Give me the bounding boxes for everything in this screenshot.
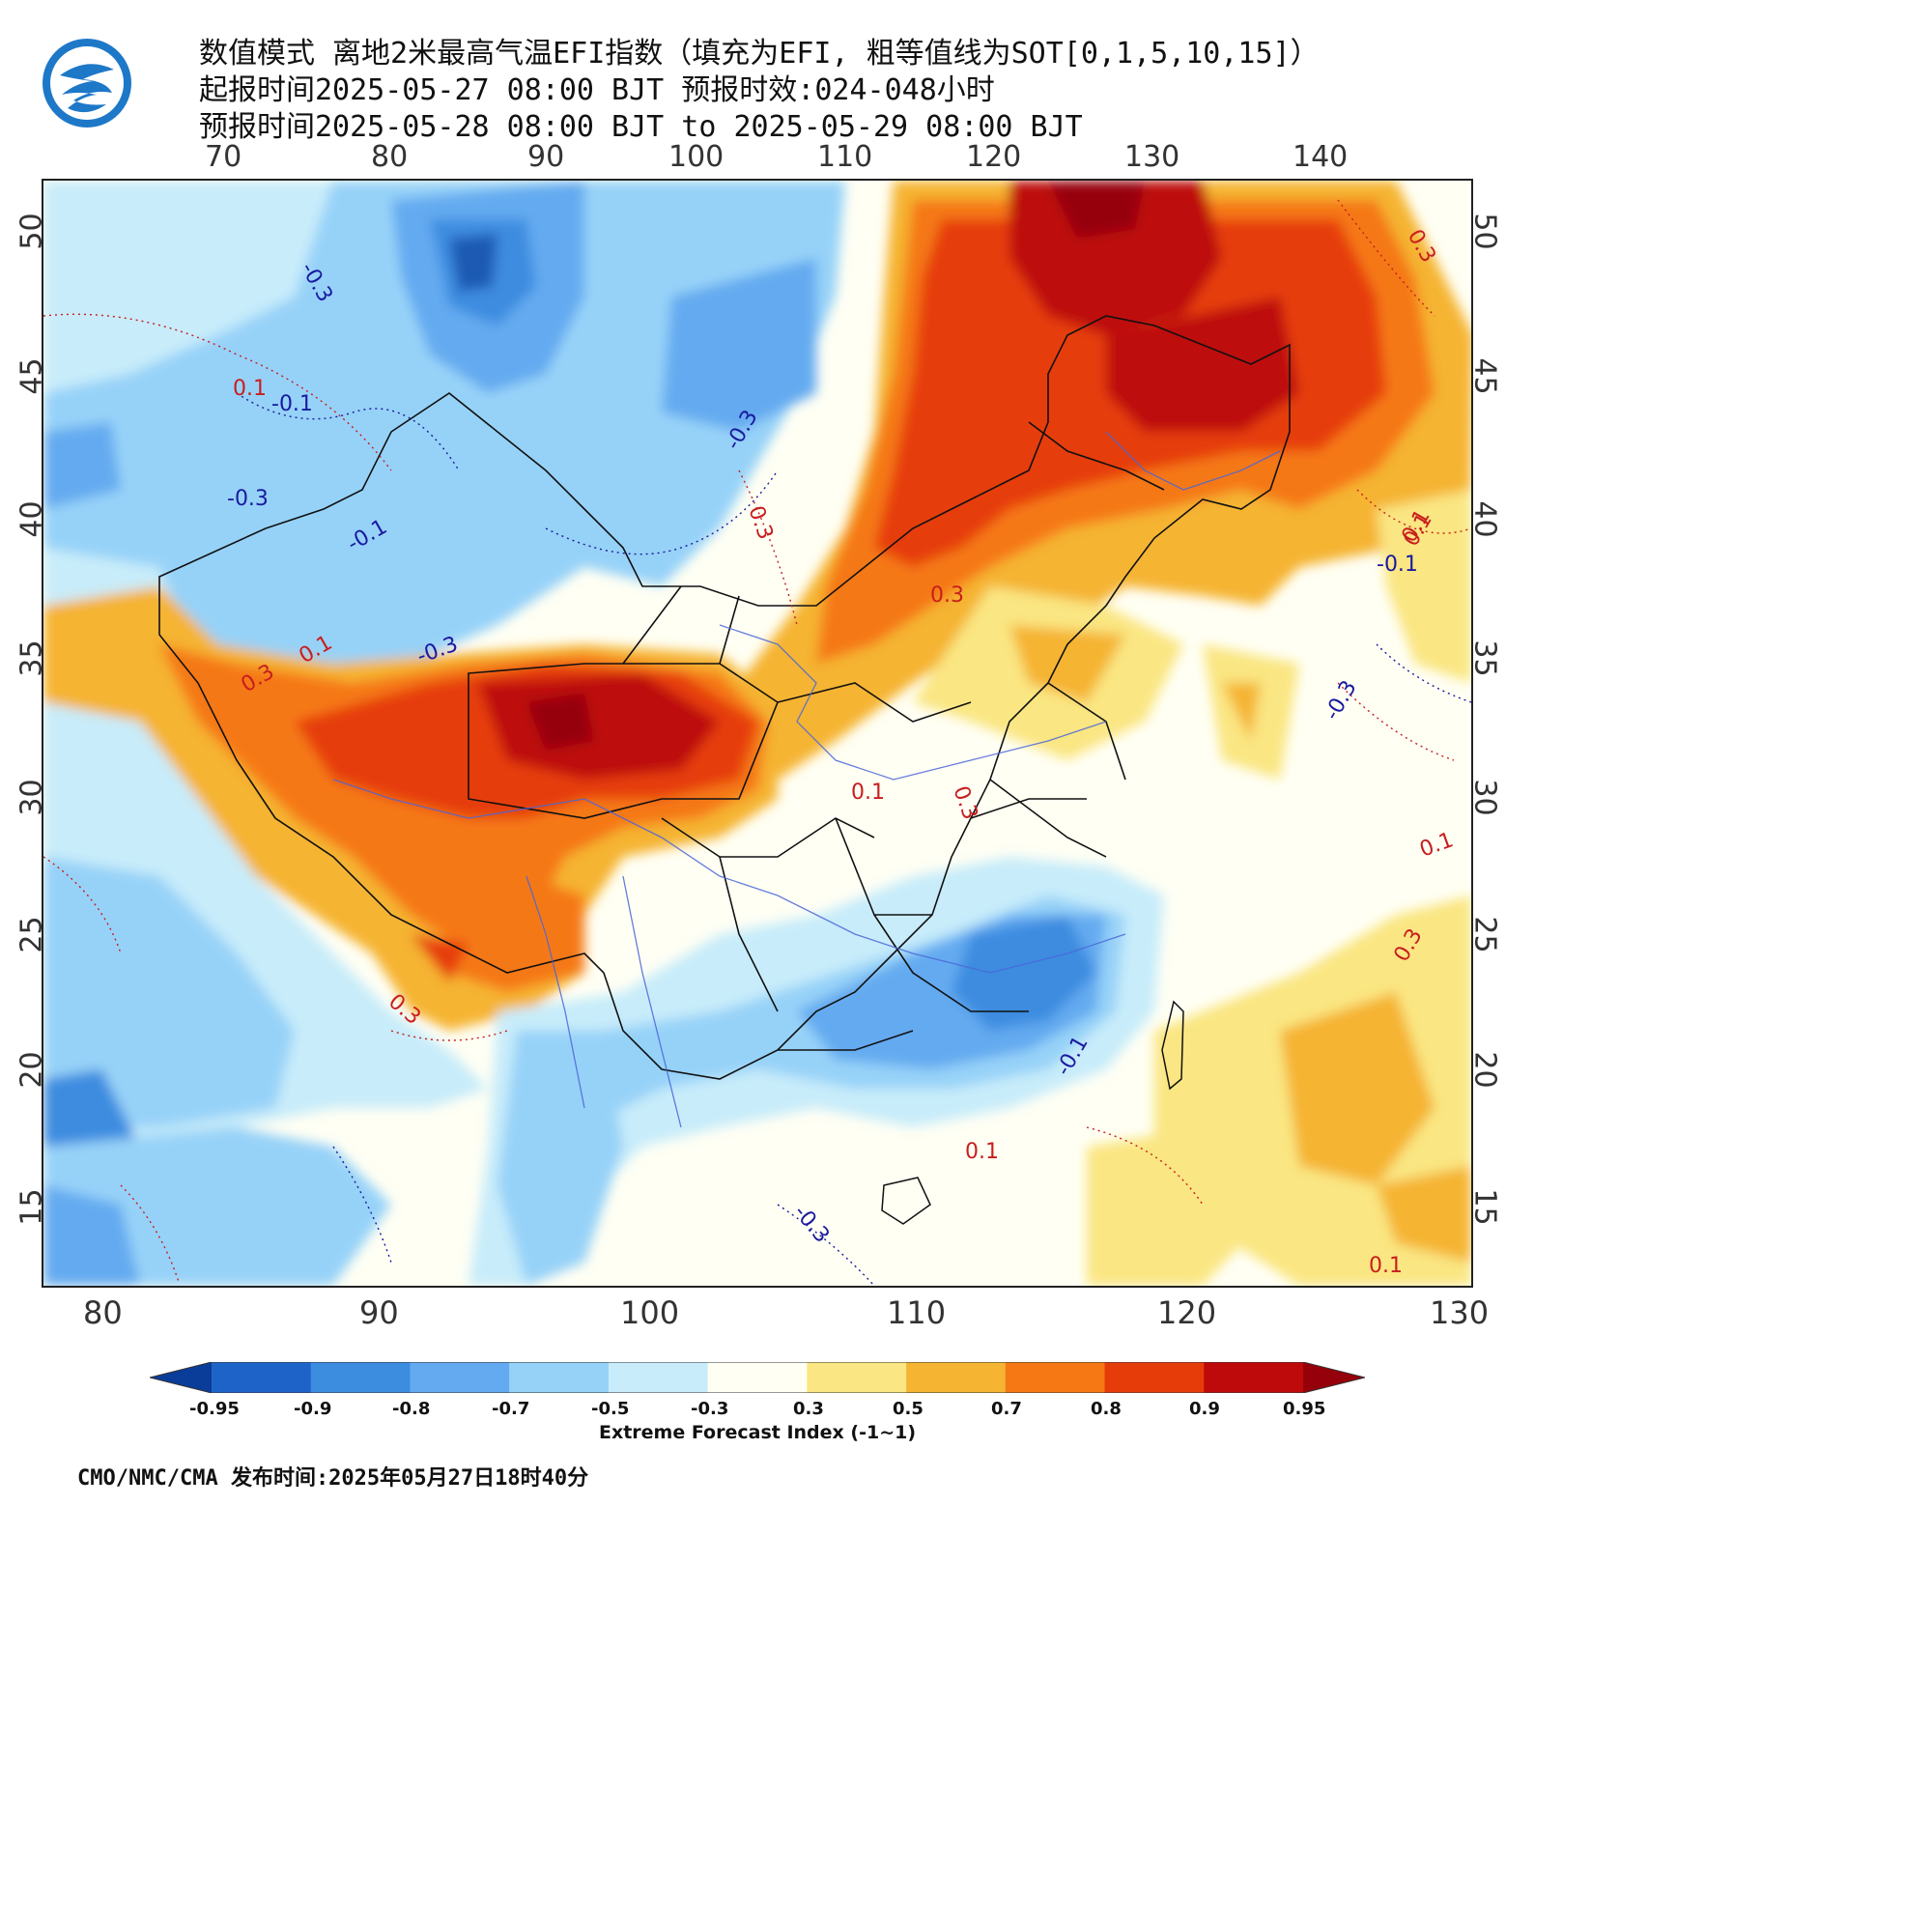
colorbar-segment xyxy=(509,1362,610,1393)
efi-map: -0.3 0.1 -0.1 -0.3 -0.1 -0.3 0.3 0.3 0.1… xyxy=(42,179,1473,1288)
colorbar-segment xyxy=(807,1362,907,1393)
colorbar-label: 0.8 xyxy=(1091,1399,1122,1419)
top-lon-tick: 90 xyxy=(527,140,565,174)
colorbar-segment xyxy=(707,1362,808,1393)
top-lon-tick: 140 xyxy=(1293,140,1349,174)
top-lon-tick: 100 xyxy=(668,140,724,174)
colorbar-label: -0.7 xyxy=(492,1399,530,1419)
cma-logo xyxy=(43,39,131,128)
efi-fill-layer xyxy=(43,181,1471,1286)
colorbar-segment xyxy=(310,1362,411,1393)
contour-label: 0.1 xyxy=(965,1140,999,1164)
colorbar-segment xyxy=(1005,1362,1106,1393)
colorbar-title: Extreme Forecast Index (-1~1) xyxy=(598,1422,917,1443)
contour-label: -0.1 xyxy=(271,392,313,416)
bottom-lon-tick: 130 xyxy=(1430,1294,1490,1331)
title-line-1: 数值模式 离地2米最高气温EFI指数（填充为EFI, 粗等值线为SOT[0,1,… xyxy=(199,37,1320,71)
colorbar-label: 0.5 xyxy=(893,1399,923,1419)
colorbar-label: -0.9 xyxy=(294,1399,332,1419)
title-line-3: 预报时间2025-05-28 08:00 BJT to 2025-05-29 0… xyxy=(199,110,1083,144)
contour-label: -0.3 xyxy=(227,487,269,511)
bottom-lon-tick: 120 xyxy=(1157,1294,1217,1331)
footer-credit: CMO/NMC/CMA 发布时间:2025年05月27日18时40分 xyxy=(77,1466,589,1491)
contour-label: 0.3 xyxy=(930,583,964,608)
bottom-lon-tick: 110 xyxy=(887,1294,947,1331)
bottom-lon-tick: 90 xyxy=(359,1294,399,1331)
hainan-outline xyxy=(881,1177,931,1225)
colorbar-label: 0.3 xyxy=(793,1399,824,1419)
colorbar xyxy=(150,1362,1365,1393)
contour-lines xyxy=(43,199,1471,1286)
title-line-2: 起报时间2025-05-27 08:00 BJT 预报时效:024-048小时 xyxy=(199,73,995,107)
contour-label: 0.1 xyxy=(233,377,267,401)
contour-label: -0.1 xyxy=(1377,553,1418,577)
bottom-lon-tick: 80 xyxy=(83,1294,123,1331)
map-canvas: -0.3 0.1 -0.1 -0.3 -0.1 -0.3 0.3 0.3 0.1… xyxy=(43,181,1471,1286)
contour-label: 0.1 xyxy=(851,781,885,805)
colorbar-label: -0.95 xyxy=(189,1399,240,1419)
colorbar-label: -0.5 xyxy=(591,1399,630,1419)
colorbar-label: -0.8 xyxy=(392,1399,431,1419)
colorbar-segment xyxy=(608,1362,709,1393)
top-lon-tick: 70 xyxy=(205,140,242,174)
colorbar-segment xyxy=(410,1362,510,1393)
boundary-lines xyxy=(158,315,1291,1080)
colorbar-segment xyxy=(1104,1362,1205,1393)
colorbar-label: -0.3 xyxy=(691,1399,729,1419)
colorbar-label: 0.9 xyxy=(1189,1399,1220,1419)
top-lon-tick: 80 xyxy=(371,140,409,174)
top-lon-tick: 120 xyxy=(966,140,1022,174)
top-lon-tick: 130 xyxy=(1124,140,1180,174)
rivers xyxy=(332,431,1281,1128)
top-lon-tick: 110 xyxy=(817,140,873,174)
colorbar-segment xyxy=(150,1362,212,1393)
colorbar-segment xyxy=(1303,1362,1365,1393)
taiwan-outline xyxy=(1161,1000,1184,1091)
bottom-lon-tick: 100 xyxy=(620,1294,680,1331)
colorbar-label: 0.95 xyxy=(1283,1399,1326,1419)
colorbar-segment xyxy=(1204,1362,1304,1393)
colorbar-label: 0.7 xyxy=(991,1399,1022,1419)
colorbar-segment xyxy=(212,1362,312,1393)
colorbar-segment xyxy=(906,1362,1007,1393)
contour-label: 0.1 xyxy=(1369,1254,1403,1278)
